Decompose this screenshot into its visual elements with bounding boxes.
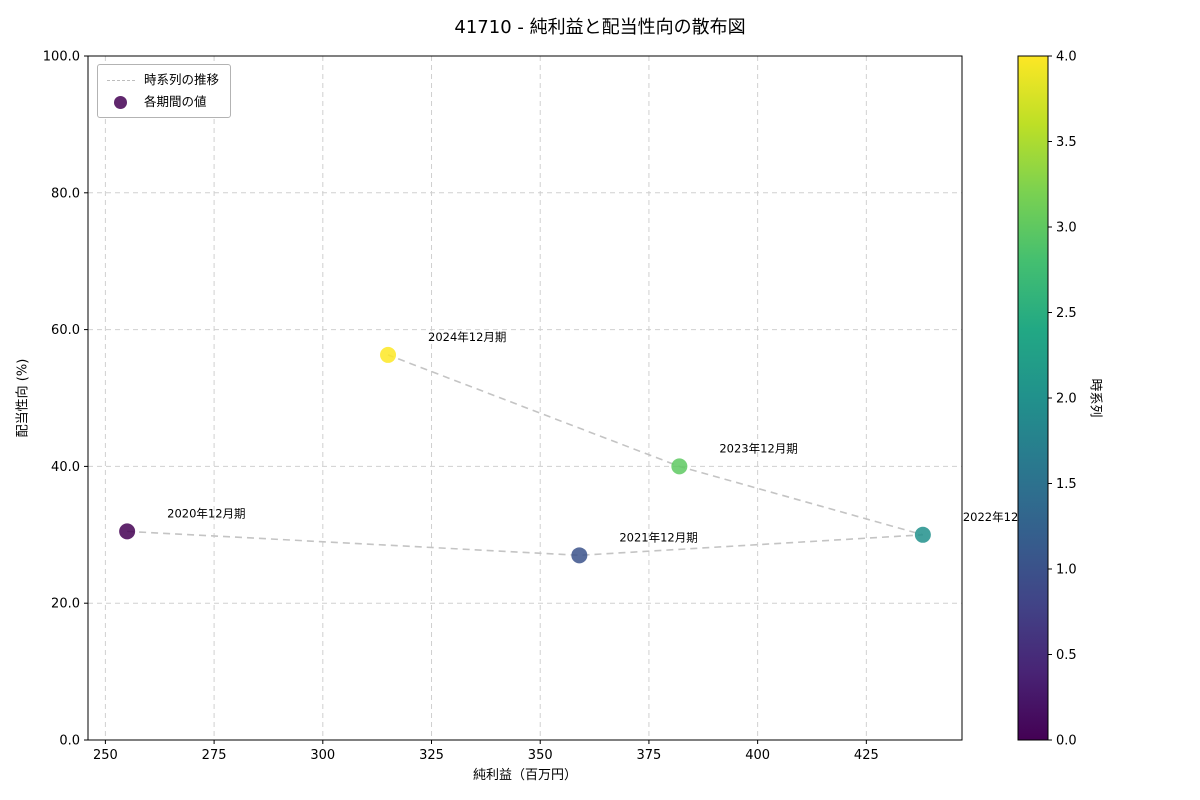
data-point [671,458,688,475]
point-annotation: 2023年12月期 [719,441,797,455]
legend-label-trend: 時系列の推移 [144,72,220,87]
colorbar-tick-label: 1.5 [1056,477,1077,492]
legend: 時系列の推移 各期間の値 [97,64,232,118]
x-tick-label: 250 [93,748,118,763]
legend-item-period-values: 各期間の値 [107,95,219,109]
data-point [914,526,931,543]
colorbar [1018,56,1048,740]
legend-item-trend-line: 時系列の推移 [107,73,219,87]
scatter-dot-icon [114,95,127,109]
colorbar-tick-label: 0.0 [1056,734,1077,749]
colorbar-tick-label: 2.5 [1056,306,1077,321]
y-axis-label: 配当性向 (%) [15,358,31,438]
data-point [380,346,397,363]
x-tick-label: 400 [745,748,770,763]
y-tick-label: 20.0 [51,597,80,612]
data-point [571,547,588,564]
data-point [119,523,136,540]
colorbar-tick-label: 2.0 [1056,392,1077,407]
colorbar-tick-label: 0.5 [1056,648,1077,663]
x-tick-label: 425 [854,748,879,763]
colorbar-tick-label: 1.0 [1056,563,1077,578]
point-annotation: 2020年12月期 [167,506,245,520]
colorbar-label: 時系列 [1087,378,1103,418]
y-tick-label: 100.0 [43,50,80,65]
y-tick-label: 0.0 [59,734,80,749]
x-axis-label: 純利益（百万円） [472,768,577,783]
chart-title: 41710 - 純利益と配当性向の散布図 [454,17,746,38]
colorbar-tick-label: 4.0 [1056,50,1077,65]
y-tick-label: 40.0 [51,460,80,475]
trend-line [127,354,924,557]
x-tick-label: 300 [310,748,335,763]
x-tick-label: 325 [419,748,444,763]
x-tick-label: 350 [528,748,553,763]
plot-border [87,55,963,741]
y-tick-label: 60.0 [51,323,80,338]
point-annotation: 2021年12月期 [619,530,697,544]
x-tick-label: 375 [637,748,662,763]
point-annotation: 2024年12月期 [428,330,506,344]
y-tick-label: 80.0 [51,186,80,201]
legend-label-periods: 各期間の値 [144,94,207,109]
x-tick-label: 275 [202,748,227,763]
colorbar-tick-label: 3.5 [1056,135,1077,150]
dashed-line-icon [107,79,135,81]
colorbar-tick-label: 3.0 [1056,221,1077,236]
